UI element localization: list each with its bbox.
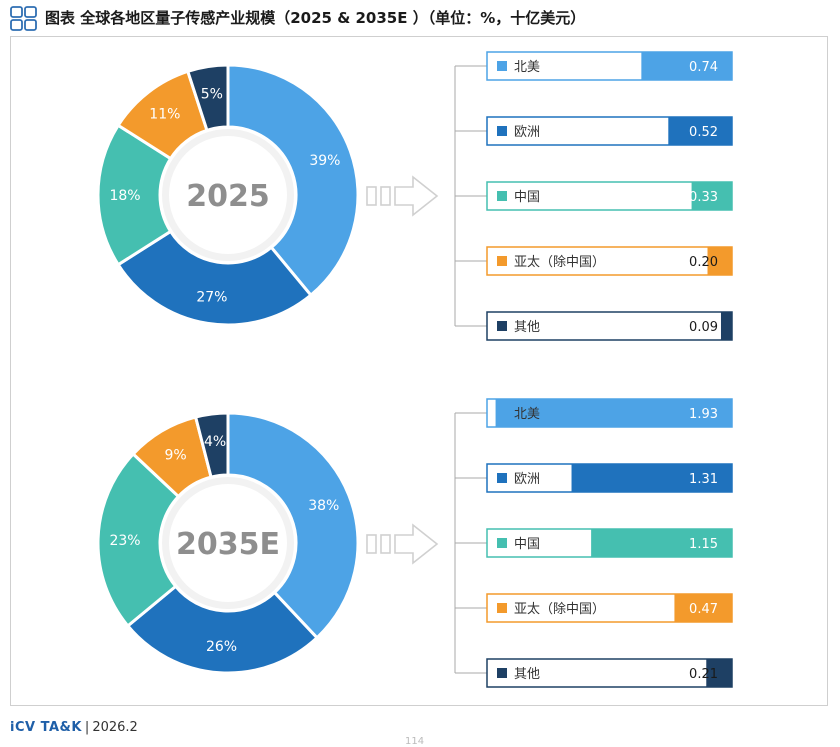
donut-slice-label: 23% bbox=[109, 533, 140, 549]
footer: iCV TA&K | 2026.2 bbox=[10, 720, 138, 735]
arrow-block bbox=[366, 534, 377, 554]
bar-category-label: 欧洲 bbox=[514, 125, 540, 140]
donut-slice bbox=[226, 411, 360, 640]
donut-slice-label: 38% bbox=[308, 498, 339, 514]
arrow-head bbox=[394, 523, 439, 565]
right-arrow-icon bbox=[366, 175, 439, 217]
donut-slice-label: 39% bbox=[309, 153, 340, 169]
bar-frame bbox=[486, 658, 733, 688]
arrow-block bbox=[380, 534, 391, 554]
bar-value-label: 0.20 bbox=[689, 255, 718, 270]
footer-separator: | bbox=[84, 720, 90, 735]
grid-logo-icon bbox=[10, 6, 37, 31]
donut-chart-2035E: 38% 26% 23% 9% 4% 2035E bbox=[96, 411, 360, 675]
donut-slice-label: 26% bbox=[206, 639, 237, 655]
bar-frame bbox=[486, 246, 733, 276]
bar-value-label: 1.15 bbox=[689, 537, 718, 552]
legend-swatch bbox=[497, 668, 507, 678]
bar-value-label: 0.74 bbox=[689, 60, 718, 75]
bar bbox=[591, 529, 732, 557]
bar-category-label: 中国 bbox=[514, 190, 540, 205]
legend-swatch bbox=[497, 538, 507, 548]
arrow-head bbox=[394, 175, 439, 217]
donut-slice-label: 5% bbox=[201, 86, 223, 102]
right-arrow-icon bbox=[366, 523, 439, 565]
bar bbox=[641, 52, 732, 80]
donut-center-disc bbox=[169, 484, 287, 602]
bar-list-2025: 北美 0.74 欧洲 0.52 中国 0.33 亚太（除中国） 0.20 其他 0.09 bbox=[454, 51, 733, 341]
bar-value-label: 0.33 bbox=[689, 190, 718, 205]
bar-category-label: 其他 bbox=[514, 320, 540, 335]
bar-category-label: 中国 bbox=[514, 537, 540, 552]
header: 图表 全球各地区量子传感产业规模（2025 & 2035E ）（单位：%，十亿美… bbox=[0, 0, 840, 36]
legend-swatch bbox=[497, 256, 507, 266]
bar bbox=[707, 247, 732, 275]
donut-slice-label: 11% bbox=[149, 107, 180, 123]
bar bbox=[706, 659, 732, 687]
legend-swatch bbox=[497, 603, 507, 613]
bar bbox=[495, 399, 732, 427]
donut-slice-label: 27% bbox=[196, 290, 227, 306]
bar-value-label: 0.09 bbox=[689, 320, 718, 335]
bar-category-label: 亚太（除中国） bbox=[514, 602, 605, 617]
bar-category-label: 其他 bbox=[514, 667, 540, 682]
bar-value-label: 0.21 bbox=[689, 667, 718, 682]
arrow-block bbox=[366, 186, 377, 206]
legend-swatch bbox=[497, 321, 507, 331]
legend-swatch bbox=[497, 473, 507, 483]
bar-frame bbox=[486, 311, 733, 341]
bar-list-2035E: 北美 1.93 欧洲 1.31 中国 1.15 亚太（除中国） 0.47 其他 0.21 bbox=[454, 398, 733, 688]
donut-center-label: 2035E bbox=[176, 527, 280, 562]
bar bbox=[668, 117, 732, 145]
donut-slice-label: 9% bbox=[164, 447, 186, 463]
donut-slice-label: 4% bbox=[204, 434, 226, 450]
bar-value-label: 1.93 bbox=[689, 407, 718, 422]
bar-value-label: 0.47 bbox=[689, 602, 718, 617]
arrow-block bbox=[380, 186, 391, 206]
donut-slice bbox=[226, 63, 360, 298]
legend-swatch bbox=[497, 408, 507, 418]
bar-category-label: 北美 bbox=[514, 407, 540, 422]
donut-slice bbox=[116, 229, 313, 327]
bar bbox=[571, 464, 732, 492]
donut-center-disc bbox=[169, 136, 287, 254]
donut-slice-label: 18% bbox=[109, 188, 140, 204]
bar-value-label: 0.52 bbox=[689, 125, 718, 140]
chart-frame bbox=[10, 36, 828, 706]
footer-brand: iCV TA&K bbox=[10, 720, 82, 735]
bar bbox=[674, 594, 732, 622]
donut-slice bbox=[125, 584, 320, 675]
donut-slice bbox=[193, 411, 230, 479]
donut-chart-2025: 39% 27% 18% 11% 5% 2025 bbox=[96, 63, 360, 327]
donut-center-label: 2025 bbox=[186, 179, 270, 214]
bar-category-label: 亚太（除中国） bbox=[514, 255, 605, 270]
bar-value-label: 1.31 bbox=[689, 472, 718, 487]
legend-swatch bbox=[497, 191, 507, 201]
page-number: 114 bbox=[405, 736, 425, 747]
legend-swatch bbox=[497, 126, 507, 136]
bar bbox=[720, 312, 732, 340]
bar-category-label: 欧洲 bbox=[514, 472, 540, 487]
donut-slice bbox=[185, 63, 230, 133]
footer-date: 2026.2 bbox=[92, 720, 138, 735]
chart-title: 图表 全球各地区量子传感产业规模（2025 & 2035E ）（单位：%，十亿美… bbox=[45, 9, 586, 27]
legend-swatch bbox=[497, 61, 507, 71]
donut-slice bbox=[96, 451, 181, 628]
bar-category-label: 北美 bbox=[514, 60, 540, 75]
bar bbox=[691, 182, 732, 210]
